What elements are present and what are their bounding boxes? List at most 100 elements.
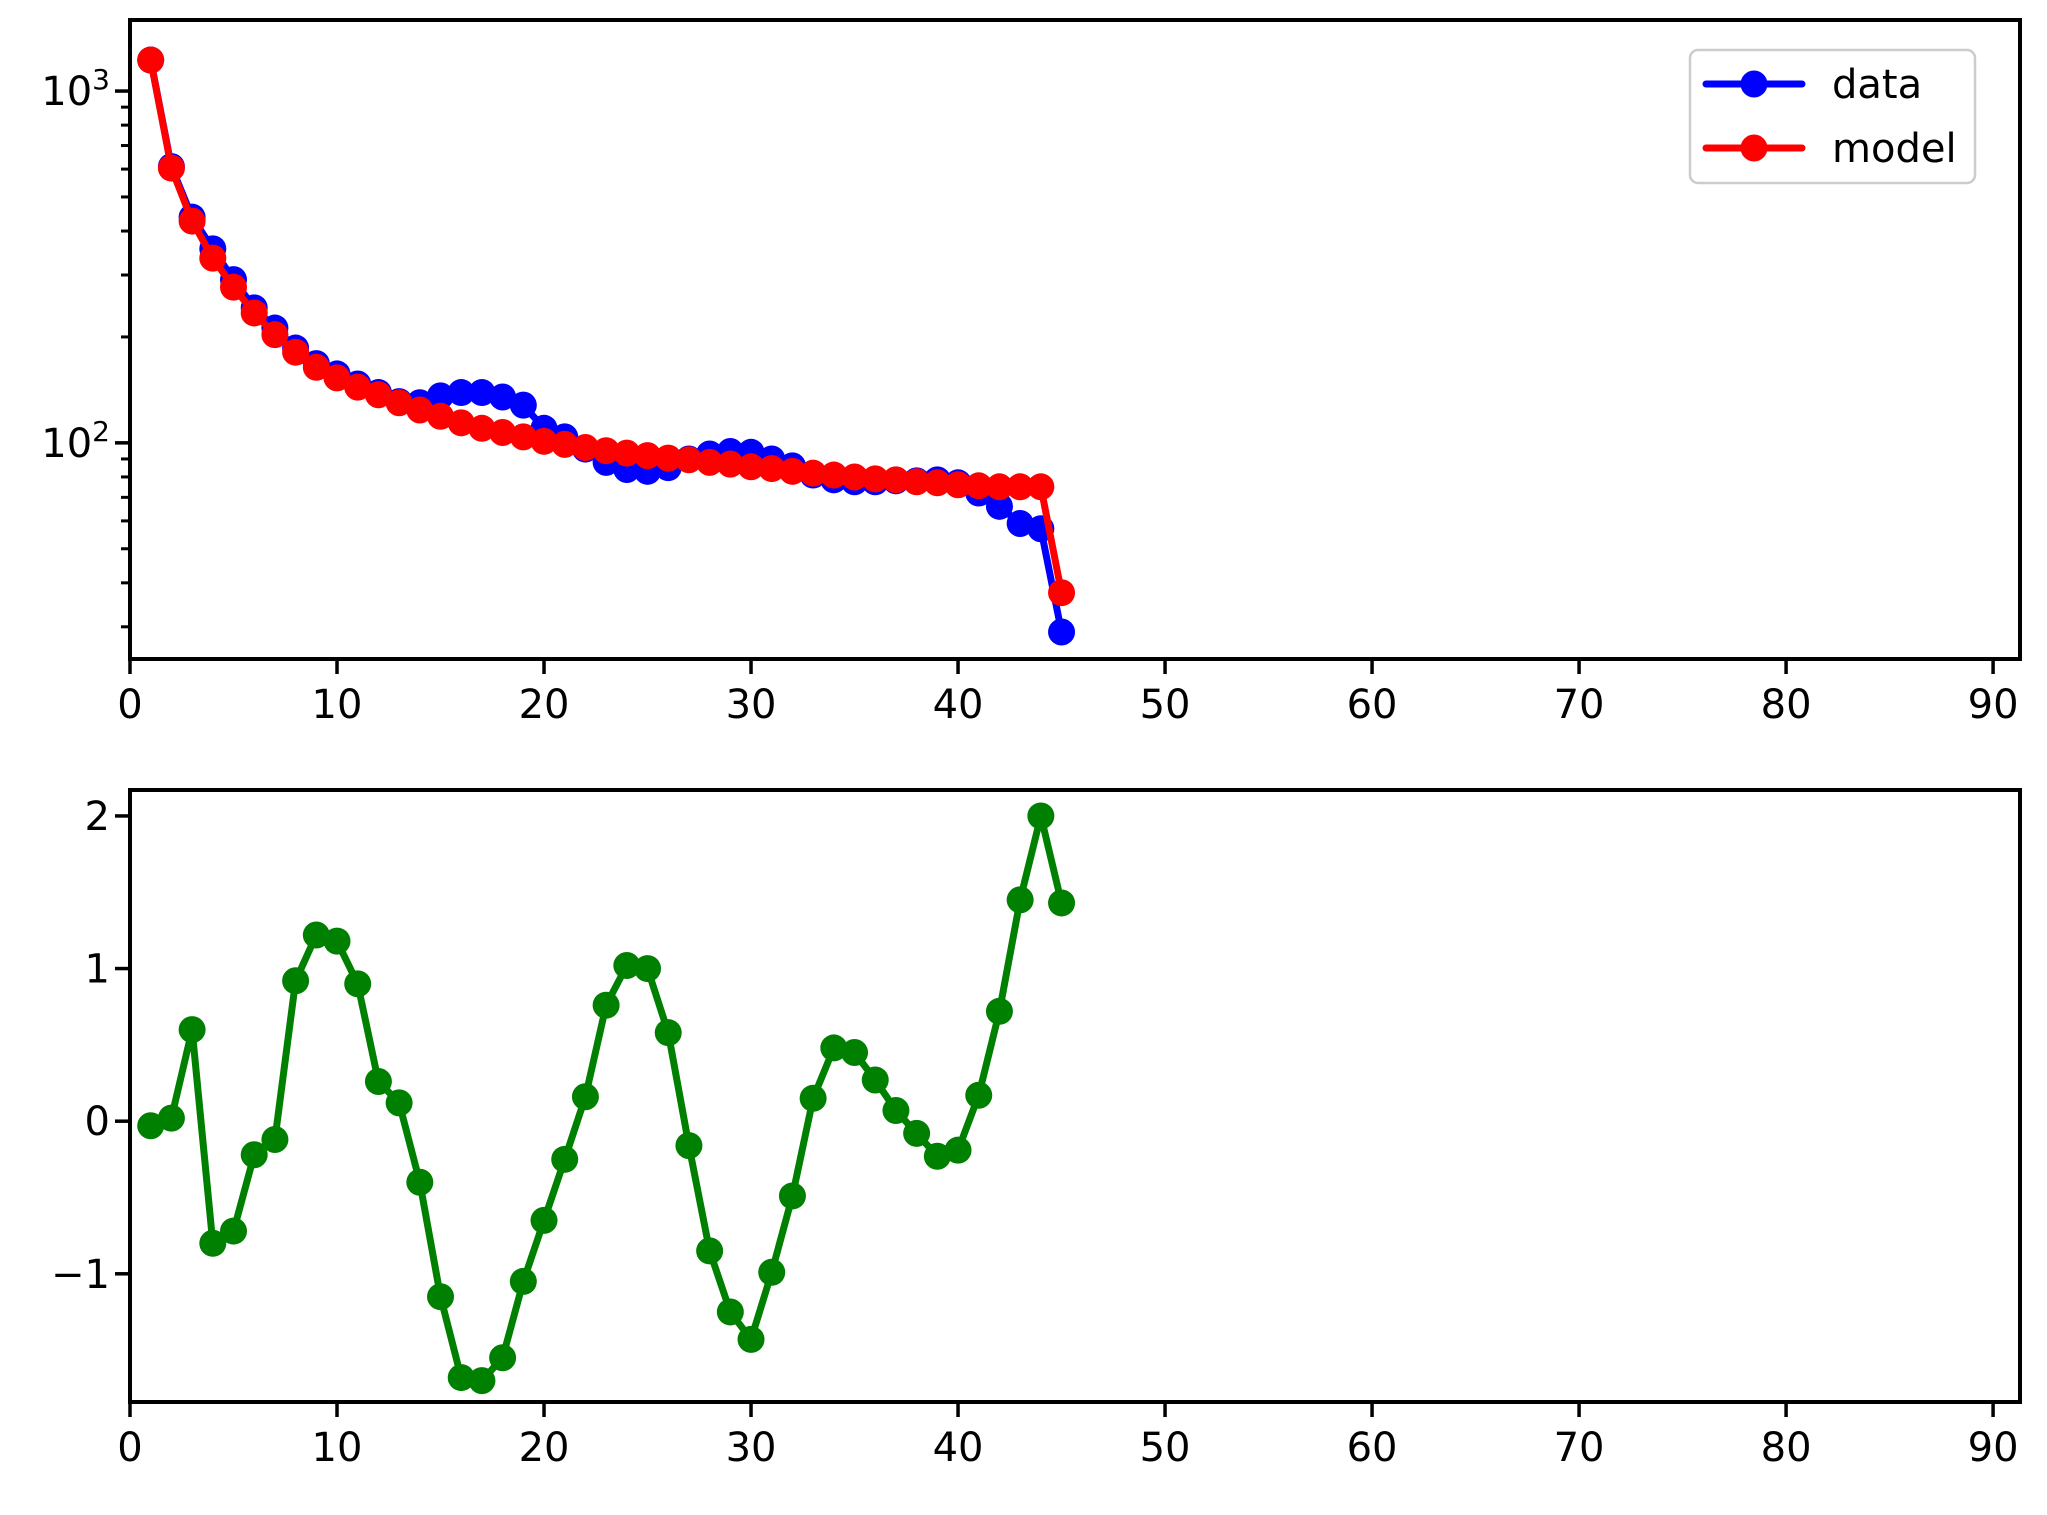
residual-marker — [178, 1016, 206, 1044]
model-marker — [716, 450, 744, 478]
model-marker — [447, 409, 475, 437]
residual-marker — [1048, 889, 1076, 917]
data-marker — [447, 379, 475, 407]
residual-marker — [965, 1081, 993, 1109]
model-marker — [364, 381, 392, 409]
x-tick-label: 80 — [1761, 1425, 1812, 1471]
model-marker — [903, 468, 931, 496]
model-marker — [592, 437, 620, 465]
bottom-panel-series — [137, 802, 1076, 1395]
model-marker — [923, 469, 951, 497]
model-marker — [199, 244, 227, 272]
y-tick-label: 102 — [41, 415, 110, 467]
residual-marker — [841, 1039, 869, 1067]
model-marker — [551, 430, 579, 458]
model-marker — [778, 457, 806, 485]
x-tick-label: 20 — [519, 682, 570, 728]
residual-line — [147, 812, 1066, 1385]
residual-marker — [1006, 886, 1034, 914]
residual-marker — [137, 1112, 165, 1140]
model-marker — [323, 364, 351, 392]
model-marker — [654, 444, 682, 472]
model-marker — [157, 154, 185, 182]
model-marker — [178, 207, 206, 235]
x-tick-label: 0 — [117, 682, 142, 728]
residual-marker — [509, 1267, 537, 1295]
model-marker — [737, 453, 765, 481]
data-marker — [509, 391, 537, 419]
residual-marker — [364, 1068, 392, 1096]
model-marker — [758, 455, 786, 483]
residual-marker — [737, 1325, 765, 1353]
residual-marker — [944, 1136, 972, 1164]
model-marker — [489, 419, 517, 447]
data-marker — [427, 382, 455, 410]
x-tick-label: 10 — [312, 1425, 363, 1471]
residual-marker — [1027, 802, 1055, 830]
model-marker — [613, 439, 641, 467]
model-marker — [261, 321, 289, 349]
residual-marker — [799, 1084, 827, 1112]
y-tick-label: −1 — [51, 1252, 110, 1298]
residual-marker — [302, 921, 330, 949]
residual-marker — [571, 1083, 599, 1111]
top-panel-series — [137, 46, 1076, 646]
model-marker — [282, 338, 310, 366]
data-marker — [468, 379, 496, 407]
residual-marker — [323, 927, 351, 955]
data-marker — [489, 383, 517, 411]
x-tick-label: 40 — [933, 1425, 984, 1471]
model-marker — [1006, 473, 1034, 501]
residual-marker — [778, 1182, 806, 1210]
legend: data model — [1688, 48, 1977, 185]
top-plot: 0 10 20 30 40 50 60 70 80 90 103 102 — [41, 18, 2022, 728]
model-marker — [820, 461, 848, 489]
x-tick-label: 70 — [1554, 1425, 1605, 1471]
residual-marker — [592, 991, 620, 1019]
model-marker — [841, 463, 869, 491]
x-tick-label: 70 — [1554, 682, 1605, 728]
residual-marker — [530, 1206, 558, 1234]
residual-marker — [716, 1298, 744, 1326]
x-tick-label: 40 — [933, 682, 984, 728]
model-marker — [344, 373, 372, 401]
x-tick-label: 0 — [117, 1425, 142, 1471]
model-marker — [696, 448, 724, 476]
y-tick-label: 1 — [85, 947, 110, 993]
model-marker — [861, 465, 889, 493]
residual-marker — [675, 1132, 703, 1160]
model-marker — [882, 466, 910, 494]
residual-marker — [613, 952, 641, 980]
top-panel-spines — [128, 18, 2022, 661]
model-marker — [1048, 579, 1076, 607]
residual-marker — [427, 1283, 455, 1311]
x-tick-label: 50 — [1140, 1425, 1191, 1471]
x-tick-label: 20 — [519, 1425, 570, 1471]
residual-marker — [861, 1066, 889, 1094]
residual-marker — [199, 1229, 227, 1257]
bottom-plot: 0 10 20 30 40 50 60 70 80 90 −1 0 1 2 — [51, 788, 2022, 1471]
model-marker — [675, 446, 703, 474]
legend-label: model — [1832, 126, 1957, 172]
model-marker — [468, 414, 496, 442]
y-tick-label: 103 — [41, 63, 110, 115]
model-marker — [137, 46, 165, 74]
data-marker — [1006, 509, 1034, 537]
residual-marker — [654, 1019, 682, 1047]
x-tick-label: 60 — [1347, 1425, 1398, 1471]
bottom-panel-spines — [128, 788, 2022, 1404]
model-marker — [634, 442, 662, 470]
residual-marker — [220, 1217, 248, 1245]
residual-marker — [344, 970, 372, 998]
model-marker — [530, 427, 558, 455]
model-marker — [385, 389, 413, 417]
residual-marker — [903, 1119, 931, 1147]
residual-marker — [468, 1367, 496, 1395]
x-tick-label: 30 — [726, 682, 777, 728]
y-tick-label: 0 — [85, 1099, 110, 1145]
residual-marker — [551, 1145, 579, 1173]
x-tick-label: 90 — [1968, 682, 2019, 728]
model-marker — [509, 423, 537, 451]
